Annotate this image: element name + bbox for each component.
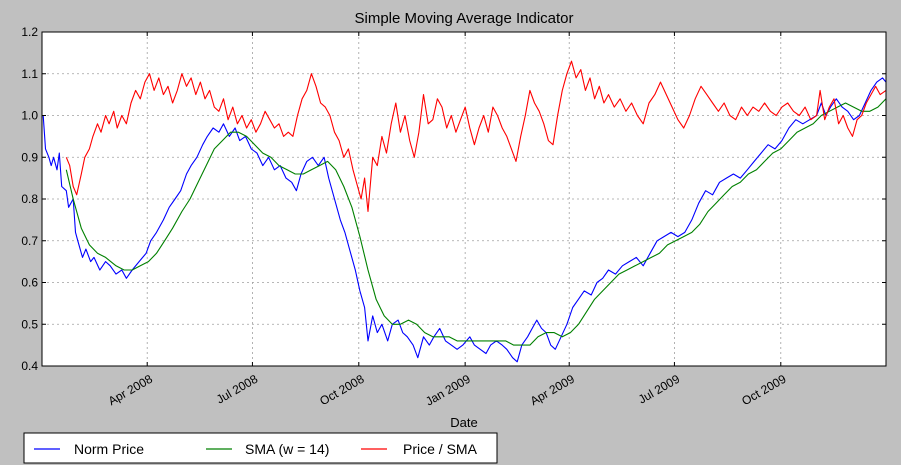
y-tick-label: 1.2 <box>21 25 38 39</box>
legend-label-price-sma: Price / SMA <box>403 441 478 457</box>
y-tick-label: 0.7 <box>21 234 38 248</box>
x-axis-label: Date <box>450 415 477 430</box>
chart-title: Simple Moving Average Indicator <box>354 10 573 27</box>
legend-label-sma: SMA (w = 14) <box>245 441 329 457</box>
series-norm-price-line <box>42 77 887 363</box>
legend-box <box>23 432 498 464</box>
y-tick-label: 0.4 <box>21 359 38 373</box>
y-tick-label: 0.9 <box>21 150 38 164</box>
series-lines <box>42 60 887 363</box>
legend: Norm Price SMA (w = 14) Price / SMA <box>23 432 498 464</box>
y-tick-label: 0.8 <box>21 192 38 206</box>
series-price-over-sma-line <box>65 60 887 213</box>
y-tick-label: 1.1 <box>21 67 38 81</box>
series-sma-line <box>65 98 887 346</box>
y-tick-label: 0.5 <box>21 317 38 331</box>
legend-label-norm-price: Norm Price <box>74 441 144 457</box>
y-tick-label: 1.0 <box>21 109 38 123</box>
y-tick-label: 0.6 <box>21 276 38 290</box>
grid-lines <box>42 32 886 366</box>
